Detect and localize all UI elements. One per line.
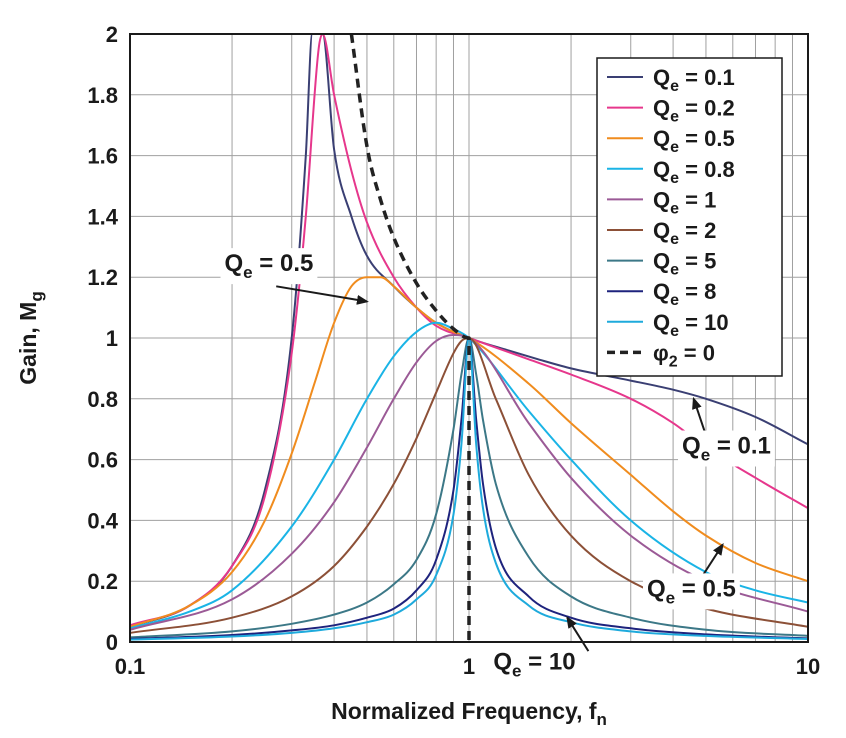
- y-tick-label: 1.6: [87, 144, 118, 169]
- annotation-arrow: [692, 396, 707, 436]
- annotation-label: Qe = 0.1: [678, 430, 775, 467]
- x-axis-ticks: 0.1 1 10: [115, 654, 821, 679]
- series-line: [130, 337, 808, 639]
- annotation-label: Qe = 0.5: [220, 248, 318, 285]
- svg-text:Qe = 0.5: Qe = 0.5: [647, 575, 736, 607]
- annotations: Qe = 0.5 Qe = 0.1 Qe = 0.5 Qe = 10: [220, 248, 775, 683]
- y-tick-label: 0.8: [87, 387, 118, 412]
- x-tick-label: 0.1: [115, 654, 146, 679]
- legend-label: Qe = 0.8: [653, 157, 735, 187]
- legend-label: Qe = 1: [653, 187, 716, 217]
- x-tick-label: 1: [463, 654, 475, 679]
- series-line: [130, 34, 808, 627]
- legend-label: Qe = 5: [653, 249, 716, 279]
- annotation-arrow: [276, 285, 369, 305]
- annotation-label: Qe = 10: [489, 646, 580, 683]
- svg-text:Qe = 0.1: Qe = 0.1: [682, 433, 771, 465]
- y-axis-title: Gain, Mg: [15, 291, 46, 384]
- legend-label: Qe = 10: [653, 310, 729, 340]
- svg-text:Qe = 0.5: Qe = 0.5: [224, 250, 313, 282]
- y-tick-label: 0.2: [87, 569, 118, 594]
- y-tick-label: 1.4: [87, 204, 118, 229]
- legend-label: φ2 = 0: [653, 340, 715, 370]
- y-tick-label: 0.6: [87, 448, 118, 473]
- legend-label: Qe = 8: [653, 279, 716, 309]
- series-line: [130, 337, 808, 634]
- y-tick-label: 0.4: [87, 508, 118, 533]
- legend-label: Qe = 0.5: [653, 126, 735, 156]
- legend-box: [596, 57, 783, 377]
- y-tick-label: 2: [106, 22, 118, 47]
- y-axis-ticks: 0 0.2 0.4 0.6 0.8 1 1.2 1.4 1.6 1.8 2: [87, 22, 118, 655]
- legend-label: Qe = 0.2: [653, 96, 735, 126]
- series-line: [349, 34, 471, 642]
- series-line: [130, 321, 808, 630]
- x-tick-label: 10: [796, 654, 820, 679]
- svg-text:Qe = 10: Qe = 10: [493, 648, 575, 680]
- y-tick-label: 1.2: [87, 265, 118, 290]
- y-tick-label: 0: [106, 630, 118, 655]
- plot-frame: [129, 33, 809, 643]
- series-group: [130, 34, 808, 642]
- y-tick-label: 1.8: [87, 83, 118, 108]
- annotation-arrow: [702, 543, 724, 576]
- series-line: [130, 276, 808, 628]
- legend: Qe = 0.1Qe = 0.2Qe = 0.5Qe = 0.8Qe = 1Qe…: [596, 57, 783, 377]
- y-tick-label: 1: [106, 326, 118, 351]
- legend-label: Qe = 0.1: [653, 65, 735, 95]
- annotation-arrow: [566, 615, 590, 652]
- annotation-label: Qe = 0.5: [642, 573, 740, 610]
- x-axis-title: Normalized Frequency, fn: [331, 698, 607, 729]
- series-line: [130, 334, 808, 631]
- legend-label: Qe = 2: [653, 218, 716, 248]
